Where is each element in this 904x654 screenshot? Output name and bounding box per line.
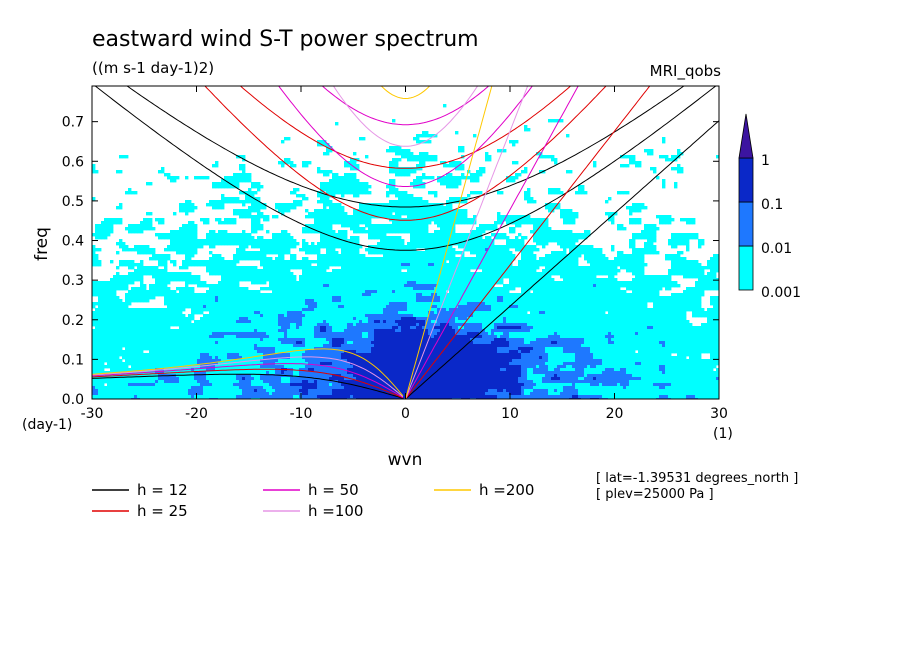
colorbar: 0.001 0.01 0.1 1	[738, 113, 801, 301]
gravity-wave-curve	[332, 86, 479, 147]
y-tick-label: 0.2	[62, 313, 84, 329]
colorbar-segment	[738, 157, 754, 203]
y-tick-label: 0.1	[62, 352, 84, 368]
kelvin-curve	[405, 120, 719, 399]
y-unit-label: (day-1)	[22, 417, 72, 433]
y-tick-label: 0.0	[62, 392, 84, 408]
legend-label: h = 12	[137, 481, 188, 499]
gravity-wave-curve	[321, 86, 490, 126]
info-lat: [ lat=-1.39531 degrees_north ]	[596, 471, 798, 486]
dispersion-curves	[92, 0, 719, 399]
y-tick-label: 0.4	[62, 234, 84, 250]
y-tick-label: 0.7	[62, 115, 84, 131]
gravity-wave-curve	[204, 86, 607, 221]
x-tick-label: -20	[185, 406, 208, 422]
colorbar-label: 1	[761, 153, 770, 169]
x-tick-label: -10	[290, 406, 313, 422]
y-axis-label: freq	[32, 227, 52, 261]
x-axis-label: wvn	[388, 450, 423, 470]
rossby-curve	[92, 348, 404, 397]
chart-title: eastward wind S-T power spectrum	[92, 27, 479, 52]
legend-label: h =200	[479, 481, 534, 499]
x-axis: -30 -20 -10 0 10 20 30	[81, 86, 728, 422]
x-tick-label: 30	[710, 406, 728, 422]
y-tick-label: 0.6	[62, 154, 84, 170]
rossby-curve	[92, 373, 404, 399]
kelvin-curve	[405, 86, 529, 399]
kelvin-curve	[405, 86, 651, 399]
kelvin-curve	[405, 86, 493, 399]
colorbar-segment	[738, 201, 754, 247]
colorbar-label: 0.1	[761, 197, 783, 213]
x-unit-label: (1)	[713, 426, 733, 442]
colorbar-max-triangle	[738, 113, 754, 159]
x-tick-label: 10	[501, 406, 519, 422]
legend: h = 12 h = 25 h = 50 h =100 h =200	[92, 481, 534, 520]
rossby-curve	[92, 356, 404, 398]
x-tick-label: -30	[81, 406, 104, 422]
y-tick-label: 0.5	[62, 194, 84, 210]
gravity-wave-curve	[380, 86, 431, 100]
rossby-curve	[92, 363, 404, 398]
legend-label: h = 25	[137, 502, 188, 520]
model-label: MRI_qobs	[650, 62, 722, 81]
colorbar-segment	[738, 245, 754, 291]
y-tick-label: 0.3	[62, 273, 84, 289]
x-tick-label: 20	[606, 406, 624, 422]
x-tick-label: 0	[401, 406, 410, 422]
info-plev: [ plev=25000 Pa ]	[596, 487, 714, 502]
legend-label: h = 50	[308, 481, 359, 499]
kelvin-curve	[405, 86, 579, 399]
colorbar-label: 0.01	[761, 241, 792, 257]
rossby-curve	[92, 368, 404, 399]
y-axis: 0.0 0.1 0.2 0.3 0.4 0.5 0.6 0.7	[62, 115, 719, 408]
gravity-wave-curve	[278, 86, 533, 187]
gravity-wave-curve	[314, 0, 497, 11]
chart-subtitle: ((m s-1 day-1)2)	[92, 59, 214, 77]
gravity-wave-curve	[94, 86, 717, 251]
gravity-wave-curve	[239, 86, 572, 169]
legend-label: h =100	[308, 502, 363, 520]
colorbar-label: 0.001	[761, 285, 801, 301]
